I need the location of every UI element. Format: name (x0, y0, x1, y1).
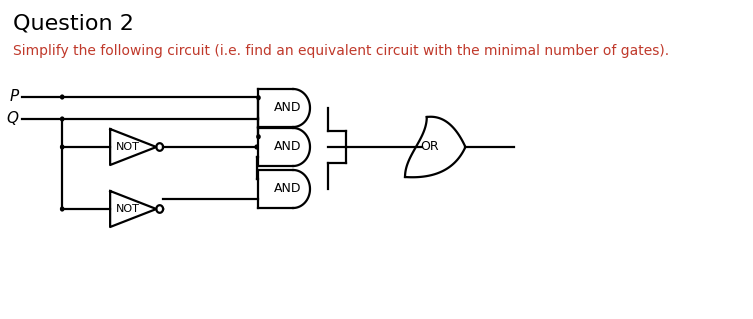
Polygon shape (256, 134, 261, 139)
Polygon shape (256, 95, 261, 100)
Polygon shape (60, 116, 65, 122)
Text: NOT: NOT (116, 204, 140, 214)
Text: AND: AND (274, 182, 301, 196)
Text: OR: OR (421, 140, 439, 153)
Polygon shape (60, 206, 65, 211)
Text: AND: AND (274, 101, 301, 115)
Text: Question 2: Question 2 (14, 14, 134, 34)
Polygon shape (255, 145, 259, 150)
Text: Q: Q (7, 112, 19, 127)
Text: Simplify the following circuit (i.e. find an equivalent circuit with the minimal: Simplify the following circuit (i.e. fin… (14, 44, 669, 58)
Polygon shape (60, 145, 65, 150)
Polygon shape (60, 94, 65, 100)
Text: P: P (9, 90, 19, 105)
Text: NOT: NOT (116, 142, 140, 152)
Text: AND: AND (274, 140, 301, 153)
